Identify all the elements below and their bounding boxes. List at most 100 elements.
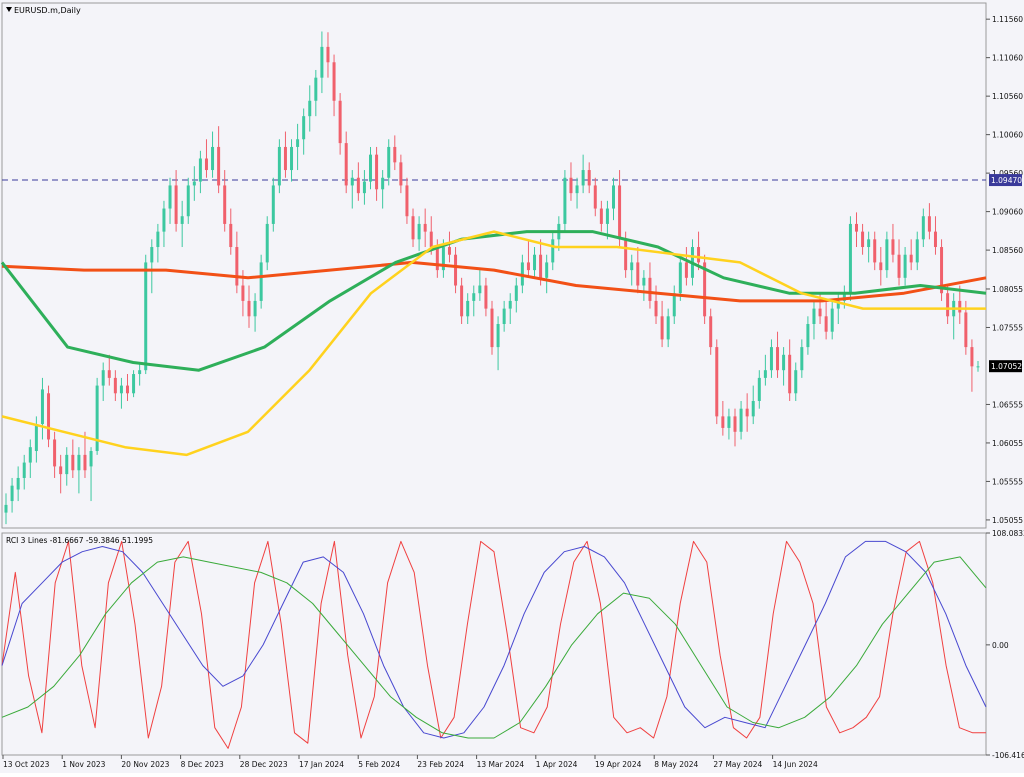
candle-body [40,389,44,425]
candle [10,477,14,513]
candle-body [144,262,148,371]
horizontal-level-tag: 1.09470 [989,174,1022,187]
candle-body [575,185,579,194]
candle-body [454,254,458,286]
candle [308,85,312,132]
rci-y-tick-label: 108.0833 [992,529,1024,538]
candle-body [338,100,342,144]
candle-body [666,316,670,340]
candle [77,447,81,494]
candle [22,454,26,490]
candle-body [65,454,69,475]
candle-body [861,231,865,248]
candle [484,277,488,317]
candle [587,162,591,194]
candle-body [940,247,944,294]
candle-body [903,254,907,278]
x-tick-label: 8 May 2024 [654,760,698,769]
candle-body [915,239,919,263]
candle-body [89,451,93,467]
candle-body [107,370,111,378]
candle [964,300,968,355]
x-tick-label: 1 Nov 2023 [62,760,105,769]
candle [806,316,810,355]
candle [909,239,913,271]
rci-panel-frame [1,532,987,756]
current-price-tag-box [989,360,1022,373]
candle-body [496,324,500,348]
candle-body [411,216,415,240]
candle [362,170,366,205]
candle-body [296,139,300,147]
candle-body [581,170,585,186]
candle [454,247,458,294]
candle-body [126,385,129,394]
candle-body [241,285,245,301]
x-tick-label: 13 Mar 2024 [477,760,525,769]
candle-body [466,300,470,317]
candle [460,277,464,325]
y-tick-label: 1.06555 [992,400,1023,409]
candle-body [423,223,427,232]
candle [138,362,142,386]
candle-body [964,312,968,348]
candle [217,126,221,194]
candle-body [417,223,421,240]
rci-indicator-label: RCI 3 Lines -81.6667 -59.3846 51.1995 [6,536,153,545]
candle-body [697,247,701,263]
candle [593,177,597,217]
candle [958,285,962,325]
candle [733,408,737,447]
candle [970,339,974,392]
candle-body [751,400,755,417]
candle-body [739,408,743,432]
candle-body [624,239,628,271]
candle [861,223,865,255]
candle [903,247,907,286]
candle-body [508,300,512,309]
current-price-tag-label: 1.07052 [991,362,1022,371]
candle-body [71,454,75,471]
candle-body [745,408,749,417]
candle [16,466,20,502]
candle-body [478,285,482,294]
candle-body [265,223,269,263]
candle [132,370,136,398]
candle [198,150,202,194]
y-tick-label: 1.09060 [992,208,1023,217]
current-price-tag: 1.07052 [989,360,1022,373]
candle [89,447,93,502]
candle [879,247,883,286]
candle-body [885,239,889,271]
candle-body [441,247,445,271]
candle [150,239,154,294]
candle [296,123,300,171]
candle [612,177,615,221]
candle-body [727,416,731,428]
candle [277,139,281,194]
candle [769,339,773,378]
candle [800,339,804,378]
candle-body [16,477,20,490]
candle [605,200,609,240]
moving-average-yellow-line [1,230,986,457]
window-menu-triangle-icon[interactable] [6,7,12,12]
candle [575,177,579,209]
candle-body [630,262,634,271]
candle-body [283,146,287,171]
candle [709,308,713,355]
y-tick-label: 1.05055 [992,516,1023,525]
candle-body [782,354,786,371]
candle-body [806,324,810,348]
price-panel-frame [1,2,987,529]
candle [848,216,852,301]
candle-body [83,454,87,471]
candle [101,362,105,401]
candle [757,370,761,409]
candle-body [678,262,682,294]
candle-body [648,277,652,301]
y-tick-label: 1.05555 [992,477,1023,486]
candle [660,300,664,348]
candle [40,377,44,440]
